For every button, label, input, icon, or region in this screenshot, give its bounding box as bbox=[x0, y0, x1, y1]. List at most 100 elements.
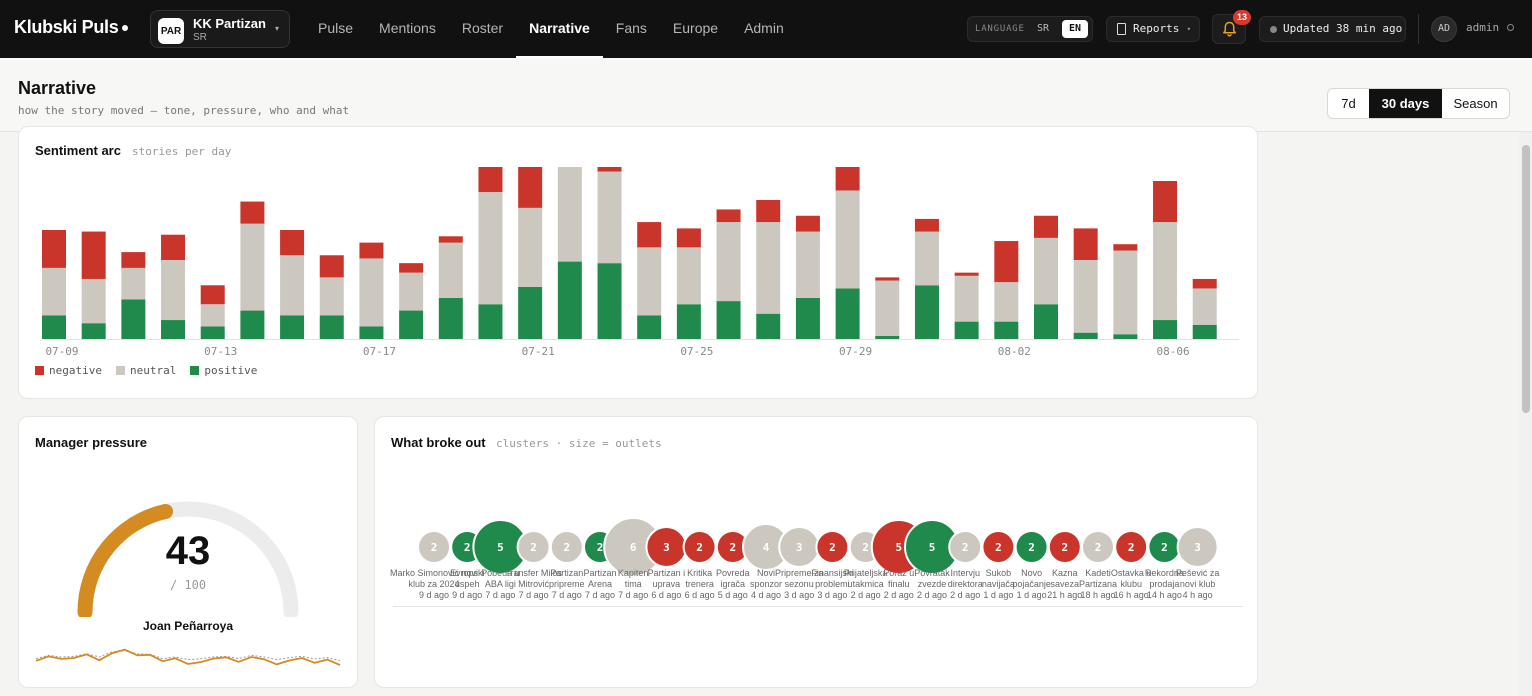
bar-negative-07-10[interactable] bbox=[81, 231, 106, 279]
bar-negative-07-11[interactable] bbox=[121, 252, 146, 268]
bar-negative-08-02[interactable] bbox=[994, 241, 1019, 283]
bar-neutral-07-30[interactable] bbox=[875, 280, 900, 336]
bar-positive-07-17[interactable] bbox=[359, 326, 384, 339]
scrollbar-thumb[interactable] bbox=[1522, 145, 1530, 413]
cluster-bubble[interactable]: 6 Kapiten tima 7 d ago bbox=[603, 517, 664, 600]
bar-neutral-07-27[interactable] bbox=[756, 222, 781, 314]
bar-positive-07-31[interactable] bbox=[914, 285, 939, 339]
bar-positive-07-09[interactable] bbox=[42, 315, 66, 339]
bar-positive-07-11[interactable] bbox=[121, 299, 146, 340]
bar-positive-08-01[interactable] bbox=[954, 321, 979, 339]
cluster-bubble[interactable]: 3 Partizan i uprava 6 d ago bbox=[645, 526, 688, 600]
club-switcher[interactable]: PAR KK Partizan SR ▾ bbox=[150, 10, 290, 48]
bar-negative-07-23[interactable] bbox=[597, 167, 622, 172]
bar-positive-07-27[interactable] bbox=[756, 313, 781, 339]
nav-fans[interactable]: Fans bbox=[615, 20, 647, 36]
bar-neutral-07-10[interactable] bbox=[81, 278, 106, 324]
cluster-bubble[interactable]: 2 Sukob navijača 1 d ago bbox=[981, 530, 1016, 600]
cluster-bubble[interactable]: 2 Novo pojačanje 1 d ago bbox=[1012, 530, 1051, 600]
cluster-bubble[interactable]: 3 Pešević za novi klub 4 h ago bbox=[1176, 526, 1220, 600]
bar-positive-07-21[interactable] bbox=[518, 286, 543, 339]
bar-positive-07-18[interactable] bbox=[399, 310, 424, 339]
bar-neutral-08-04[interactable] bbox=[1073, 260, 1098, 333]
bar-negative-07-17[interactable] bbox=[359, 242, 384, 259]
bar-negative-08-03[interactable] bbox=[1034, 215, 1058, 238]
bar-negative-07-30[interactable] bbox=[875, 277, 900, 281]
bar-negative-08-06[interactable] bbox=[1153, 181, 1178, 223]
bar-negative-08-07[interactable] bbox=[1192, 278, 1217, 289]
bar-negative-07-09[interactable] bbox=[42, 229, 66, 268]
cluster-bubble[interactable]: 2 Rekordna prodaja 14 h ago bbox=[1145, 530, 1184, 600]
bar-neutral-08-03[interactable] bbox=[1034, 237, 1058, 305]
bar-negative-07-16[interactable] bbox=[319, 255, 344, 278]
user-name[interactable]: admin bbox=[1466, 21, 1500, 34]
bar-positive-07-19[interactable] bbox=[438, 297, 463, 339]
bar-negative-07-27[interactable] bbox=[756, 199, 781, 223]
bar-negative-07-13[interactable] bbox=[200, 285, 225, 305]
legend-negative[interactable]: negative bbox=[35, 364, 102, 377]
bar-neutral-08-06[interactable] bbox=[1153, 222, 1178, 321]
bar-neutral-07-29[interactable] bbox=[835, 190, 860, 289]
bar-negative-07-14[interactable] bbox=[240, 201, 265, 224]
bar-positive-07-10[interactable] bbox=[81, 323, 106, 339]
cluster-bubble[interactable]: 2 Kritika trenera 6 d ago bbox=[682, 530, 717, 600]
nav-narrative[interactable]: Narrative bbox=[516, 0, 603, 58]
bar-neutral-07-12[interactable] bbox=[161, 260, 186, 321]
bar-positive-07-20[interactable] bbox=[478, 304, 503, 339]
bar-positive-08-06[interactable] bbox=[1153, 320, 1178, 339]
bar-neutral-07-15[interactable] bbox=[280, 255, 305, 316]
bar-negative-07-15[interactable] bbox=[280, 229, 305, 256]
language-option-en[interactable]: EN bbox=[1062, 20, 1088, 38]
cluster-bubble[interactable]: 2 Kadeti Partizana 18 h ago bbox=[1079, 530, 1117, 600]
bar-negative-08-01[interactable] bbox=[954, 272, 979, 276]
notifications-button[interactable]: 13 bbox=[1212, 10, 1251, 44]
bar-neutral-08-07[interactable] bbox=[1192, 288, 1217, 325]
legend-positive[interactable]: positive bbox=[190, 364, 257, 377]
bar-negative-07-29[interactable] bbox=[835, 167, 860, 191]
bar-positive-07-25[interactable] bbox=[676, 304, 701, 339]
bar-positive-07-30[interactable] bbox=[875, 335, 900, 339]
bar-neutral-07-23[interactable] bbox=[597, 171, 622, 264]
cluster-bubble[interactable]: 3 Pripreme za sezonu 3 d ago bbox=[775, 526, 824, 600]
range-season[interactable]: Season bbox=[1453, 96, 1498, 111]
bar-positive-07-22[interactable] bbox=[557, 261, 582, 339]
bar-negative-07-21[interactable] bbox=[518, 167, 543, 208]
bar-positive-08-03[interactable] bbox=[1034, 304, 1058, 339]
avatar[interactable]: AD bbox=[1431, 16, 1457, 42]
bar-positive-08-04[interactable] bbox=[1073, 332, 1098, 339]
bar-negative-07-25[interactable] bbox=[676, 228, 701, 248]
bar-negative-07-12[interactable] bbox=[161, 234, 186, 260]
bar-positive-07-29[interactable] bbox=[835, 288, 860, 339]
bar-neutral-08-05[interactable] bbox=[1113, 250, 1138, 335]
bar-positive-07-14[interactable] bbox=[240, 310, 265, 339]
bar-neutral-07-13[interactable] bbox=[200, 304, 225, 327]
nav-pulse[interactable]: Pulse bbox=[318, 20, 354, 36]
cluster-bubble[interactable]: 2 Partizan pripreme 7 d ago bbox=[549, 530, 585, 600]
nav-mentions[interactable]: Mentions bbox=[379, 20, 436, 36]
cluster-bubble[interactable]: 2 Ostavka u klubu 16 h ago bbox=[1111, 530, 1152, 600]
nav-admin[interactable]: Admin bbox=[744, 20, 784, 36]
bar-positive-07-13[interactable] bbox=[200, 326, 225, 339]
bar-neutral-07-09[interactable] bbox=[42, 267, 66, 316]
cluster-bubble[interactable]: 2 Povreda igrača 5 d ago bbox=[715, 530, 750, 600]
cluster-bubble[interactable]: 2 Intervju direktora 2 d ago bbox=[948, 530, 983, 600]
bar-positive-07-28[interactable] bbox=[795, 297, 820, 339]
bar-neutral-08-01[interactable] bbox=[954, 275, 979, 322]
bar-neutral-07-18[interactable] bbox=[399, 272, 424, 311]
bar-neutral-07-11[interactable] bbox=[121, 267, 146, 300]
nav-roster[interactable]: Roster bbox=[461, 20, 504, 36]
bar-neutral-07-19[interactable] bbox=[438, 242, 463, 298]
brand-logo[interactable]: Klubski Puls bbox=[14, 17, 129, 38]
bar-positive-07-23[interactable] bbox=[597, 263, 622, 339]
bar-positive-07-15[interactable] bbox=[280, 315, 305, 339]
bar-positive-07-12[interactable] bbox=[161, 320, 186, 339]
bar-negative-07-19[interactable] bbox=[438, 236, 463, 243]
cluster-bubble[interactable]: 2 Marko Simonović novi klub za 2024 9 d ago bbox=[390, 530, 478, 600]
bar-negative-07-24[interactable] bbox=[637, 222, 662, 248]
bar-neutral-07-26[interactable] bbox=[716, 222, 741, 302]
reports-button[interactable]: Reports ▾ bbox=[1106, 16, 1200, 42]
bar-negative-07-26[interactable] bbox=[716, 209, 741, 223]
bar-positive-07-26[interactable] bbox=[716, 301, 741, 339]
cluster-bubble[interactable]: 2 Transfer Milos Mitrović 7 d ago bbox=[505, 530, 562, 600]
bar-negative-07-31[interactable] bbox=[914, 218, 939, 232]
